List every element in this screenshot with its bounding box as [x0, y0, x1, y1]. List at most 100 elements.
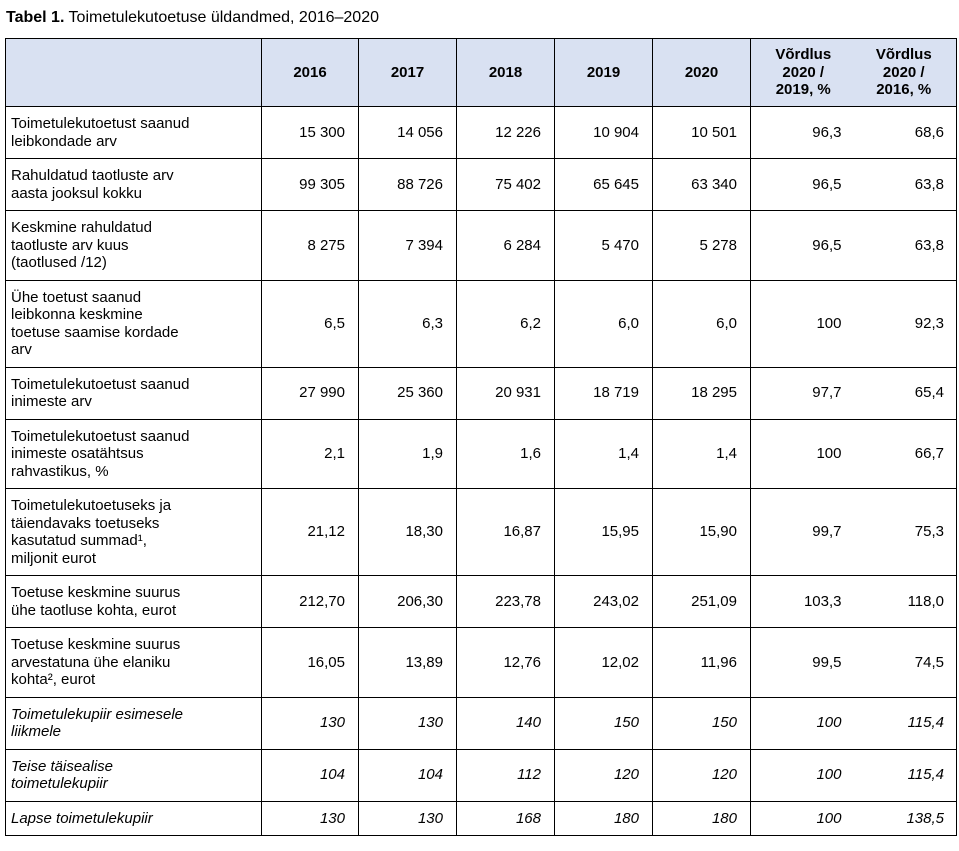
comparison-2020-2016: 115,4 [907, 714, 944, 732]
value-2019: 120 [554, 748, 653, 802]
row-label: Toetuse keskmine suurus arvestatuna ühe … [5, 627, 262, 698]
header-corner-cell [5, 38, 262, 107]
value-2019: 18 719 [554, 366, 653, 420]
comparison-2020-2019: 96,5 [812, 175, 842, 193]
value-2017: 130 [358, 696, 457, 750]
table-row: Toetuse keskmine suurus arvestatuna ühe … [5, 627, 957, 698]
comparison-cell: 96,5 63,8 [750, 158, 957, 211]
table-row: Ühe toetust saanud leibkonna keskmine to… [5, 279, 957, 368]
value-2016: 2,1 [261, 418, 359, 489]
value-2018: 12,76 [456, 627, 555, 698]
table-row: Toimetulekupiir esimesele liikmele 130 1… [5, 696, 957, 750]
row-label: Lapse toimetulekupiir [5, 800, 262, 836]
statistics-table: 2016 2017 2018 2019 2020 Võrdlus 2020 / … [5, 38, 957, 836]
value-2017: 206,30 [358, 575, 457, 628]
comparison-wrap: 99,7 75,3 [752, 523, 956, 541]
value-2020: 5 278 [652, 210, 751, 281]
value-2016: 104 [261, 748, 359, 802]
row-label: Toimetulekupiir esimesele liikmele [5, 696, 262, 750]
value-2018: 12 226 [456, 106, 555, 159]
value-2019: 1,4 [554, 418, 653, 489]
header-year-2019: 2019 [554, 38, 653, 107]
comparison-2020-2019: 103,3 [803, 592, 842, 610]
table-row: Toetuse keskmine suurus ühe taotluse koh… [5, 575, 957, 628]
comparison-wrap: 103,3 118,0 [752, 592, 956, 611]
table-row: Toimetulekutoetust saanud leibkondade ar… [5, 106, 957, 159]
value-2019: 5 470 [554, 210, 653, 281]
table-title-text: Toimetulekutoetuse üldandmed, 2016–2020 [68, 9, 379, 26]
value-2018: 112 [456, 748, 555, 802]
value-2018: 20 931 [456, 366, 555, 420]
table-row: Keskmine rahuldatud taotluste arv kuus (… [5, 210, 957, 281]
header-comparison-2020-2016: Võrdlus 2020 / 2016, % [875, 46, 932, 99]
comparison-wrap: 99,5 74,5 [752, 653, 956, 672]
value-2020: 180 [652, 800, 751, 836]
value-2018: 140 [456, 696, 555, 750]
value-2020: 18 295 [652, 366, 751, 420]
comparison-cell: 96,3 68,6 [750, 106, 957, 159]
table-row: Rahuldatud taotluste arv aasta jooksul k… [5, 158, 957, 211]
value-2018: 75 402 [456, 158, 555, 211]
value-2020: 251,09 [652, 575, 751, 628]
row-label: Ühe toetust saanud leibkonna keskmine to… [5, 279, 262, 368]
comparison-2020-2019: 99,5 [812, 653, 842, 671]
table-row: Toimetulekutoetust saanud inimeste arv 2… [5, 366, 957, 420]
row-label: Keskmine rahuldatud taotluste arv kuus (… [5, 210, 262, 281]
comparison-2020-2016: 138,5 [906, 809, 944, 827]
value-2020: 150 [652, 696, 751, 750]
value-2020: 63 340 [652, 158, 751, 211]
comparison-cell: 100 115,4 [750, 696, 957, 750]
value-2016: 16,05 [261, 627, 359, 698]
value-2018: 168 [456, 800, 555, 836]
table-row: Toimetulekutoetust saanud inimeste osatä… [5, 418, 957, 489]
comparison-2020-2019: 99,7 [812, 523, 842, 541]
row-label: Toetuse keskmine suurus ühe taotluse koh… [5, 575, 262, 628]
comparison-cell: 100 115,4 [750, 748, 957, 802]
value-2017: 13,89 [358, 627, 457, 698]
comparison-2020-2016: 65,4 [914, 384, 944, 402]
value-2019: 15,95 [554, 488, 653, 576]
value-2016: 15 300 [261, 106, 359, 159]
value-2018: 223,78 [456, 575, 555, 628]
comparison-cell: 99,5 74,5 [750, 627, 957, 698]
table-row: Teise täisealise toimetulekupiir 104 104… [5, 748, 957, 802]
table-row: Toimetulekutoetuseks ja täiendavaks toet… [5, 488, 957, 576]
value-2017: 88 726 [358, 158, 457, 211]
comparison-wrap: 96,5 63,8 [752, 236, 956, 255]
value-2018: 16,87 [456, 488, 555, 576]
value-2016: 212,70 [261, 575, 359, 628]
comparison-2020-2016: 66,7 [914, 445, 944, 462]
value-2017: 6,3 [358, 279, 457, 368]
header-row: 2016 2017 2018 2019 2020 Võrdlus 2020 / … [5, 38, 957, 107]
comparison-2020-2016: 63,8 [914, 236, 944, 254]
comparison-wrap: 100 92,3 [752, 315, 956, 333]
value-2016: 99 305 [261, 158, 359, 211]
value-2019: 243,02 [554, 575, 653, 628]
value-2020: 120 [652, 748, 751, 802]
header-year-2020: 2020 [652, 38, 751, 107]
comparison-cell: 100 138,5 [750, 800, 957, 836]
value-2018: 1,6 [456, 418, 555, 489]
value-2017: 1,9 [358, 418, 457, 489]
row-label: Toimetulekutoetust saanud inimeste arv [5, 366, 262, 420]
value-2017: 104 [358, 748, 457, 802]
comparison-2020-2019: 100 [816, 766, 842, 784]
table-title-number: Tabel 1. [6, 9, 65, 26]
comparison-cell: 99,7 75,3 [750, 488, 957, 576]
value-2020: 1,4 [652, 418, 751, 489]
comparison-cell: 97,7 65,4 [750, 366, 957, 420]
value-2020: 10 501 [652, 106, 751, 159]
comparison-wrap: 100 66,7 [752, 445, 956, 463]
header-comparison-cell: Võrdlus 2020 / 2019, % Võrdlus 2020 / 20… [750, 38, 957, 107]
value-2018: 6 284 [456, 210, 555, 281]
comparison-wrap: 100 115,4 [752, 766, 956, 784]
value-2020: 15,90 [652, 488, 751, 576]
comparison-wrap: 100 138,5 [752, 809, 956, 828]
comparison-2020-2019: 100 [816, 809, 842, 827]
comparison-cell: 103,3 118,0 [750, 575, 957, 628]
value-2017: 18,30 [358, 488, 457, 576]
comparison-2020-2019: 97,7 [812, 384, 842, 402]
value-2017: 14 056 [358, 106, 457, 159]
row-label: Toimetulekutoetust saanud inimeste osatä… [5, 418, 262, 489]
